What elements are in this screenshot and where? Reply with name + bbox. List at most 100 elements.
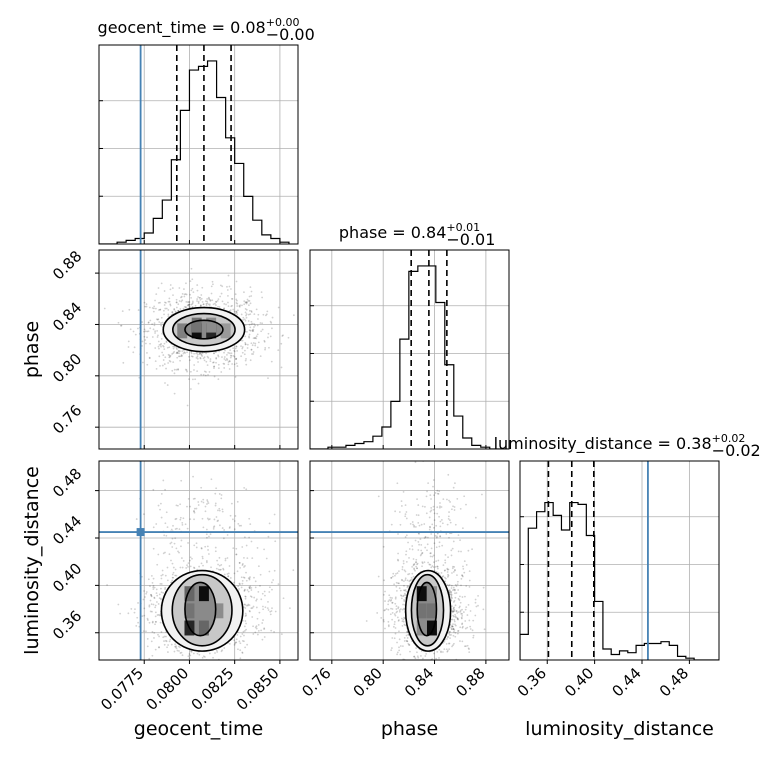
scatter-point <box>149 585 151 588</box>
title-base: phase = 0.84 <box>339 223 446 242</box>
scatter-point <box>450 633 452 636</box>
scatter-point <box>257 341 260 344</box>
scatter-point <box>450 605 453 608</box>
scatter-point <box>429 494 432 496</box>
title-sup: +0.02 <box>712 432 746 445</box>
scatter-point <box>399 589 402 592</box>
contour-line-0 <box>184 581 217 637</box>
scatter-point <box>428 528 431 531</box>
scatter-point <box>244 603 247 606</box>
scatter-point <box>253 576 255 579</box>
scatter-point <box>414 657 417 660</box>
scatter-point <box>146 363 149 366</box>
scatter-point <box>440 519 443 521</box>
scatter-point <box>133 611 136 614</box>
scatter-point <box>249 595 252 598</box>
scatter-point <box>162 309 165 312</box>
contour-line-2 <box>160 569 244 652</box>
scatter-point <box>468 579 471 582</box>
scatter-point <box>243 300 246 303</box>
scatter-point <box>445 642 448 645</box>
scatter-point <box>230 352 233 355</box>
scatter-point <box>454 523 457 526</box>
scatter-point <box>215 649 218 652</box>
scatter-point <box>391 575 394 578</box>
scatter-point <box>143 590 145 592</box>
scatter-point <box>468 570 471 573</box>
scatter-point <box>244 335 247 338</box>
scatter-point <box>176 649 179 652</box>
scatter-point <box>250 295 253 297</box>
scatter-point <box>150 640 153 643</box>
scatter-point <box>218 493 221 495</box>
scatter-point <box>235 362 238 365</box>
scatter-point <box>175 301 178 304</box>
scatter-point <box>262 619 264 621</box>
scatter-point <box>230 305 233 308</box>
scatter-point <box>269 613 272 616</box>
scatter-point <box>240 586 243 589</box>
scatter-point <box>252 353 255 355</box>
scatter-point <box>241 639 244 642</box>
scatter-point <box>233 310 236 313</box>
scatter-point <box>438 670 440 672</box>
scatter-point <box>208 535 210 538</box>
scatter-point <box>212 361 214 364</box>
scatter-point <box>157 603 160 605</box>
scatter-point <box>269 320 272 323</box>
scatter-point <box>393 620 396 623</box>
scatter-point <box>213 367 215 369</box>
scatter-point <box>444 553 447 556</box>
scatter-point <box>252 342 255 344</box>
scatter-point <box>403 640 406 642</box>
scatter-point <box>173 350 176 353</box>
scatter-point <box>441 575 444 578</box>
scatter-point <box>177 368 179 370</box>
scatter-point <box>405 553 407 556</box>
scatter-point <box>214 304 217 306</box>
scatter-point <box>216 520 219 523</box>
scatter-point <box>234 312 237 315</box>
scatter-point <box>223 351 225 354</box>
scatter-point <box>400 597 403 600</box>
scatter-point <box>457 630 460 632</box>
scatter-point <box>242 576 245 579</box>
scatter-point <box>461 614 464 617</box>
scatter-point <box>175 298 178 301</box>
scatter-point <box>460 612 463 615</box>
scatter-point <box>457 630 459 632</box>
scatter-point <box>445 533 448 535</box>
scatter-point <box>166 346 169 349</box>
scatter-point <box>159 582 162 585</box>
scatter-point <box>187 655 190 658</box>
scatter-point <box>464 595 466 598</box>
scatter-point <box>195 507 198 510</box>
scatter-point <box>189 556 192 559</box>
scatter-point <box>206 364 209 366</box>
scatter-point <box>137 309 140 311</box>
scatter-point <box>178 528 181 531</box>
scatter-point <box>433 652 435 655</box>
scatter-point <box>188 359 191 362</box>
scatter-point <box>439 535 442 538</box>
scatter-point <box>261 322 264 325</box>
scatter-point <box>434 534 437 537</box>
scatter-point <box>163 635 166 638</box>
scatter-point <box>408 557 410 559</box>
scatter-point <box>161 332 164 335</box>
scatter-point <box>393 613 396 615</box>
scatter-point <box>402 560 405 562</box>
scatter-point <box>390 576 393 579</box>
scatter-point <box>247 590 250 593</box>
scatter-point <box>452 627 455 630</box>
density-cell <box>177 323 188 339</box>
scatter-point <box>167 315 170 318</box>
scatter-point <box>234 347 237 350</box>
scatter-point <box>468 619 471 622</box>
scatter-point <box>450 593 453 596</box>
scatter-point <box>451 610 454 613</box>
scatter-point <box>171 311 174 314</box>
scatter-point <box>254 631 257 634</box>
scatter-point <box>150 661 152 663</box>
scatter-point <box>163 534 166 537</box>
